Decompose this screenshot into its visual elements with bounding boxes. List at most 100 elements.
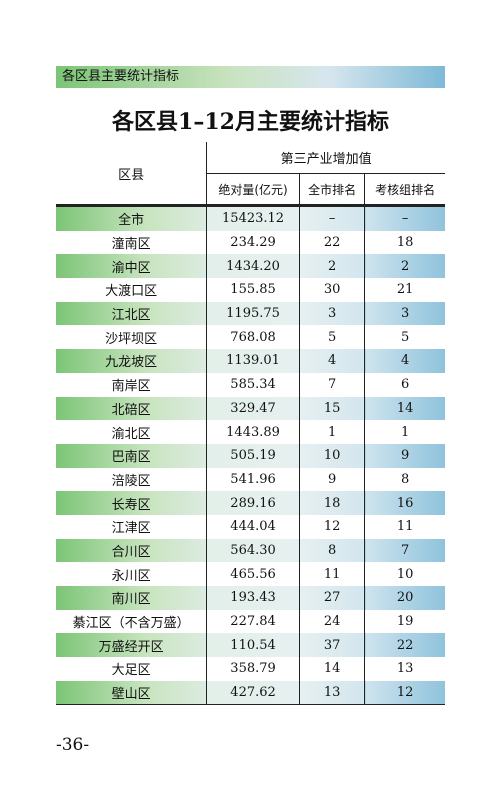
region-cell: 永川区 xyxy=(111,568,151,584)
table-row: 长寿区 289.16 18 16 xyxy=(56,491,445,515)
value-cell: 12 xyxy=(364,680,445,706)
table-row: 南川区 193.43 27 20 xyxy=(56,586,445,610)
value-cell: 3 xyxy=(364,301,445,326)
region-cell: 南川区 xyxy=(56,586,207,610)
value-cell: 234.29 xyxy=(206,230,300,255)
table-row: 渝中区 1434.20 2 2 xyxy=(56,254,445,279)
table-title: 各区县1–12月主要统计指标 xyxy=(112,109,389,135)
table-row: 南岸区 585.34 7 6 xyxy=(56,372,445,397)
value-cell: 9 xyxy=(298,467,365,492)
value-cell: 1 xyxy=(298,420,365,444)
table-row: 江津区 444.04 12 11 xyxy=(56,514,445,539)
value-cell: 20 xyxy=(364,586,445,610)
section-header: 各区县主要统计指标 xyxy=(56,66,445,88)
region-cell: 合川区 xyxy=(56,538,207,563)
value-cell: 10 xyxy=(298,443,365,468)
value-cell: – xyxy=(298,203,365,231)
value-cell: 18 xyxy=(298,491,365,515)
table-row: 壁山区 427.62 13 12 xyxy=(56,680,445,706)
value-cell: 1 xyxy=(364,420,445,444)
value-cell: 1195.75 xyxy=(206,301,300,326)
value-cell: 2 xyxy=(364,254,445,279)
column-header: 绝对量(亿元) xyxy=(206,173,300,206)
region-cell: 潼南区 xyxy=(111,237,151,253)
region-cell: 綦江区（不含万盛） xyxy=(72,616,190,632)
value-cell: 16 xyxy=(364,491,445,515)
table-row: 綦江区（不含万盛） 227.84 24 19 xyxy=(56,609,445,634)
value-cell: 21 xyxy=(364,278,445,302)
value-cell: 3 xyxy=(298,301,365,326)
value-cell: 18 xyxy=(364,230,445,255)
value-cell: 10 xyxy=(364,562,445,586)
region-cell: 九龙坡区 xyxy=(56,349,207,373)
value-cell: 541.96 xyxy=(206,467,300,492)
value-cell: 8 xyxy=(364,467,445,492)
region-cell: 江北区 xyxy=(56,301,207,326)
column-header: 全市排名 xyxy=(298,173,365,206)
value-cell: 1434.20 xyxy=(206,254,300,279)
value-cell: 465.56 xyxy=(206,562,300,586)
region-cell: 南岸区 xyxy=(111,379,151,395)
table-row: 大渡口区 155.85 30 21 xyxy=(56,278,445,302)
value-cell: – xyxy=(364,203,445,231)
region-cell: 全市 xyxy=(56,203,207,231)
value-cell: 1139.01 xyxy=(206,349,300,373)
value-cell: 14 xyxy=(364,396,445,421)
page-number: -36- xyxy=(56,735,90,755)
table-row: 永川区 465.56 11 10 xyxy=(56,562,445,586)
value-cell: 22 xyxy=(298,230,365,255)
value-cell: 6 xyxy=(364,372,445,397)
value-cell: 13 xyxy=(298,680,365,706)
value-cell: 7 xyxy=(298,372,365,397)
table-row: 渝北区 1443.89 1 1 xyxy=(56,420,445,444)
value-cell: 4 xyxy=(298,349,365,373)
value-cell: 193.43 xyxy=(206,586,300,610)
value-cell: 9 xyxy=(364,443,445,468)
value-cell: 11 xyxy=(364,514,445,539)
table-row: 合川区 564.30 8 7 xyxy=(56,538,445,563)
value-cell: 444.04 xyxy=(206,514,300,539)
value-cell: 8 xyxy=(298,538,365,563)
region-cell: 大渡口区 xyxy=(105,284,158,300)
region-header: 区县 xyxy=(56,142,207,206)
value-cell: 7 xyxy=(364,538,445,563)
region-cell: 巴南区 xyxy=(56,443,207,468)
value-cell: 564.30 xyxy=(206,538,300,563)
table-row: 北碚区 329.47 15 14 xyxy=(56,396,445,421)
value-cell: 505.19 xyxy=(206,443,300,468)
value-cell: 19 xyxy=(364,609,445,634)
table-row: 大足区 358.79 14 13 xyxy=(56,657,445,681)
value-cell: 585.34 xyxy=(206,372,300,397)
value-cell: 358.79 xyxy=(206,657,300,681)
value-cell: 329.47 xyxy=(206,396,300,421)
table-row: 江北区 1195.75 3 3 xyxy=(56,301,445,326)
region-cell: 涪陵区 xyxy=(111,473,151,489)
value-cell: 15 xyxy=(298,396,365,421)
value-cell: 4 xyxy=(364,349,445,373)
value-cell: 110.54 xyxy=(206,633,300,658)
table-row: 全市 15423.12– – xyxy=(56,203,445,231)
data-table: 区县 第三产业增加值 绝对量(亿元) 全市排名 考核组排名 全市 15423.12– –… xyxy=(56,142,445,706)
region-cell: 沙坪坝区 xyxy=(105,331,158,347)
column-header: 考核组排名 xyxy=(364,173,445,206)
value-cell: 11 xyxy=(298,562,365,586)
value-cell: 12 xyxy=(298,514,365,539)
value-cell: 24 xyxy=(298,609,365,634)
region-cell: 大足区 xyxy=(111,663,151,679)
value-cell: 289.16 xyxy=(206,491,300,515)
value-cell: 37 xyxy=(298,633,365,658)
table-row: 沙坪坝区 768.08 5 5 xyxy=(56,325,445,350)
value-cell: 227.84 xyxy=(206,609,300,634)
region-cell: 渝北区 xyxy=(111,426,151,442)
value-cell: 27 xyxy=(298,586,365,610)
value-cell: 2 xyxy=(298,254,365,279)
value-cell: 30 xyxy=(298,278,365,302)
value-cell: 5 xyxy=(298,325,365,350)
value-cell: 1443.89 xyxy=(206,420,300,444)
value-cell: 427.62 xyxy=(206,680,300,706)
value-cell: 15423.12 xyxy=(206,203,300,231)
value-cell: 22 xyxy=(364,633,445,658)
region-cell: 长寿区 xyxy=(56,491,207,515)
value-cell: 13 xyxy=(364,657,445,681)
